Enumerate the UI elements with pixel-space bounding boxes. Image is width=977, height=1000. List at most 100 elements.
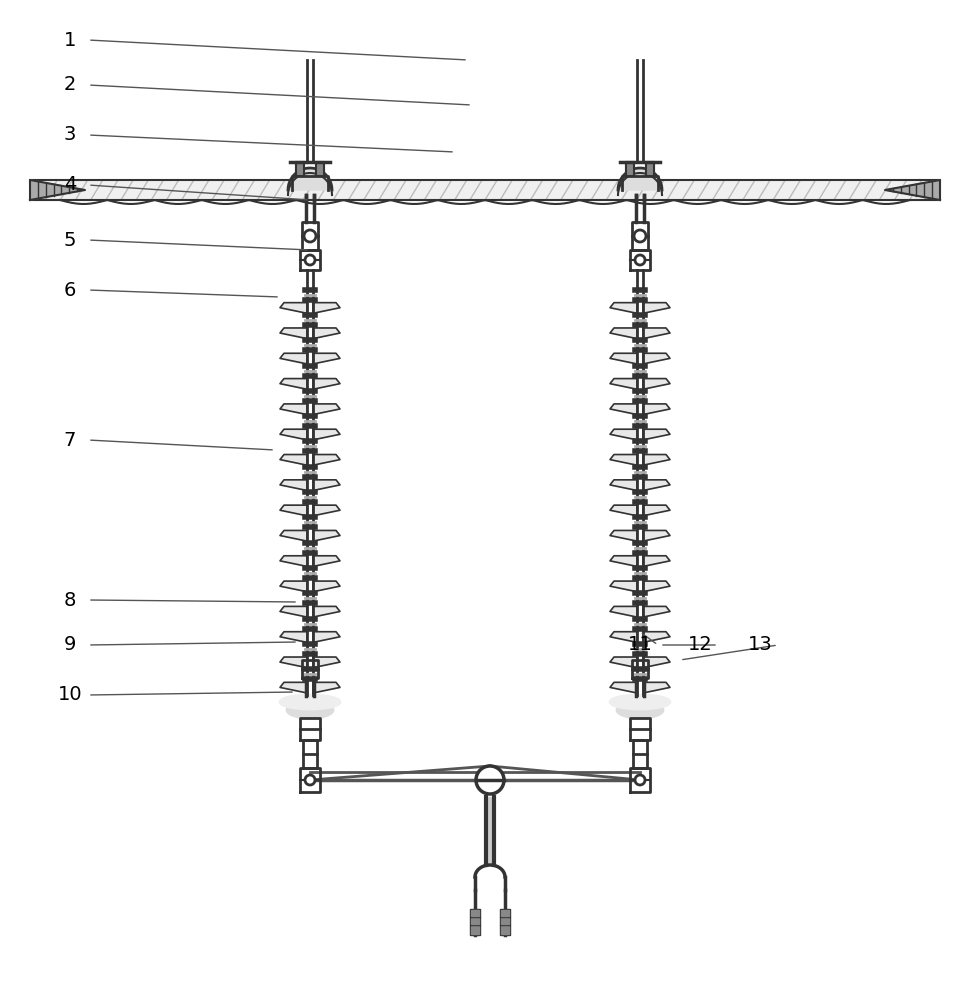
Polygon shape — [642, 530, 669, 541]
Polygon shape — [279, 682, 307, 693]
Polygon shape — [30, 180, 939, 200]
Polygon shape — [642, 480, 669, 490]
Polygon shape — [610, 556, 636, 566]
Polygon shape — [610, 581, 636, 592]
Text: 11: 11 — [627, 636, 652, 654]
Polygon shape — [279, 632, 307, 642]
Bar — [499, 925, 509, 935]
Polygon shape — [642, 353, 669, 364]
Polygon shape — [610, 632, 636, 642]
Polygon shape — [642, 404, 669, 415]
Polygon shape — [313, 303, 340, 313]
Polygon shape — [642, 556, 669, 566]
Text: 2: 2 — [64, 76, 76, 95]
Text: 9: 9 — [64, 636, 76, 654]
Polygon shape — [642, 682, 669, 693]
Polygon shape — [617, 168, 661, 190]
Polygon shape — [610, 505, 636, 516]
Polygon shape — [313, 404, 340, 415]
Polygon shape — [313, 606, 340, 617]
Ellipse shape — [279, 695, 340, 709]
Polygon shape — [642, 379, 669, 389]
Bar — [486, 797, 493, 865]
Polygon shape — [610, 606, 636, 617]
Polygon shape — [279, 556, 307, 566]
Polygon shape — [610, 404, 636, 415]
Polygon shape — [313, 581, 340, 592]
Bar — [470, 909, 480, 917]
Polygon shape — [313, 480, 340, 490]
Polygon shape — [313, 328, 340, 339]
Polygon shape — [610, 303, 636, 313]
Circle shape — [633, 230, 646, 242]
Polygon shape — [610, 429, 636, 440]
Ellipse shape — [286, 702, 332, 718]
Text: 10: 10 — [58, 686, 82, 704]
Polygon shape — [610, 379, 636, 389]
Polygon shape — [642, 429, 669, 440]
Polygon shape — [279, 404, 307, 415]
Polygon shape — [313, 632, 340, 642]
Bar — [471, 926, 479, 934]
Polygon shape — [642, 303, 669, 313]
Polygon shape — [642, 328, 669, 339]
Polygon shape — [279, 480, 307, 490]
Bar — [316, 162, 323, 176]
Text: 1: 1 — [64, 30, 76, 49]
Polygon shape — [313, 455, 340, 465]
Polygon shape — [313, 556, 340, 566]
Circle shape — [305, 255, 315, 265]
Polygon shape — [279, 657, 307, 668]
Polygon shape — [642, 581, 669, 592]
Polygon shape — [279, 505, 307, 516]
Polygon shape — [884, 180, 939, 200]
Polygon shape — [610, 455, 636, 465]
Bar — [500, 926, 508, 934]
Polygon shape — [279, 530, 307, 541]
Text: 8: 8 — [64, 590, 76, 609]
Ellipse shape — [610, 695, 669, 709]
Circle shape — [304, 230, 316, 242]
Polygon shape — [313, 682, 340, 693]
Circle shape — [634, 775, 645, 785]
Text: 5: 5 — [64, 231, 76, 249]
Text: 12: 12 — [687, 636, 711, 654]
Bar — [625, 162, 633, 176]
Bar — [470, 917, 480, 925]
Bar — [499, 909, 509, 917]
Bar — [646, 162, 654, 176]
Polygon shape — [610, 682, 636, 693]
Bar — [471, 918, 479, 924]
Circle shape — [634, 255, 645, 265]
Circle shape — [476, 766, 503, 794]
Polygon shape — [279, 429, 307, 440]
Polygon shape — [610, 328, 636, 339]
Polygon shape — [279, 328, 307, 339]
Polygon shape — [642, 606, 669, 617]
Polygon shape — [279, 379, 307, 389]
Polygon shape — [642, 657, 669, 668]
Polygon shape — [642, 505, 669, 516]
Bar — [500, 918, 508, 924]
Polygon shape — [610, 353, 636, 364]
Polygon shape — [610, 657, 636, 668]
Bar — [499, 917, 509, 925]
Bar — [500, 910, 508, 916]
Polygon shape — [313, 530, 340, 541]
Polygon shape — [313, 379, 340, 389]
Bar — [296, 162, 304, 176]
Polygon shape — [279, 303, 307, 313]
Polygon shape — [610, 480, 636, 490]
Polygon shape — [642, 632, 669, 642]
Polygon shape — [279, 455, 307, 465]
Circle shape — [305, 775, 315, 785]
Polygon shape — [279, 581, 307, 592]
Polygon shape — [313, 353, 340, 364]
Polygon shape — [642, 455, 669, 465]
Polygon shape — [313, 429, 340, 440]
Polygon shape — [279, 606, 307, 617]
Bar — [471, 910, 479, 916]
Polygon shape — [313, 505, 340, 516]
Polygon shape — [610, 530, 636, 541]
Text: 4: 4 — [64, 176, 76, 194]
